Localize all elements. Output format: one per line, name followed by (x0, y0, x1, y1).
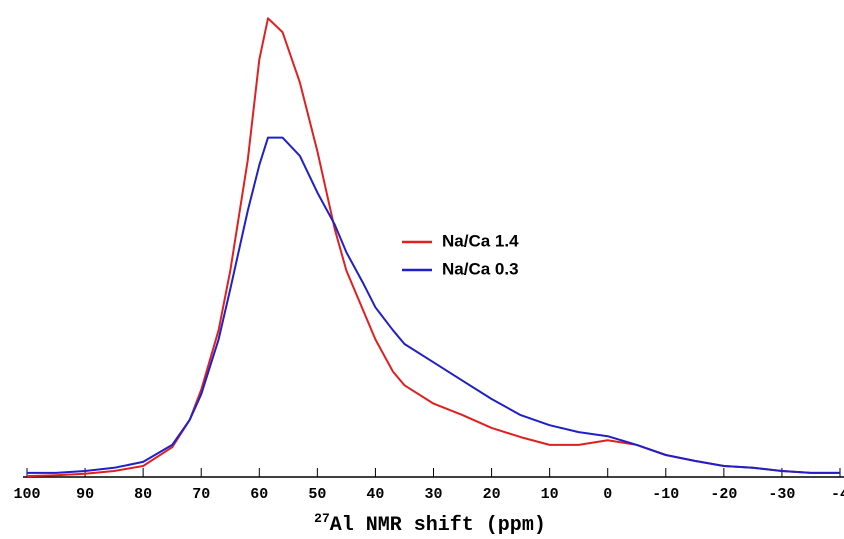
x-tick-label: -4 (831, 486, 844, 503)
data-line (26, 17, 840, 478)
x-tick-label: 40 (366, 486, 384, 503)
x-label-text: Al NMR shift (ppm) (330, 514, 546, 537)
legend-label: Na/Ca 0.3 (442, 259, 519, 278)
x-tick-label: 80 (134, 486, 152, 503)
x-tick-label: 30 (424, 486, 442, 503)
x-tick-label: 20 (483, 486, 501, 503)
x-tick-label: 10 (541, 486, 559, 503)
data-line (27, 136, 840, 474)
x-tick-label: 0 (603, 486, 612, 503)
x-tick-label: 90 (76, 486, 94, 503)
x-label-superscript: 27 (314, 511, 330, 526)
legend-label: Na/Ca 1.4 (442, 231, 519, 250)
x-tick-label: 100 (13, 486, 40, 503)
x-tick-label: 60 (250, 486, 268, 503)
x-axis-label: 27Al NMR shift (ppm) (314, 511, 546, 537)
x-tick-label: -20 (710, 486, 737, 503)
x-tick-label: 50 (308, 486, 326, 503)
x-tick-label: 70 (192, 486, 210, 503)
x-tick-label: -10 (652, 486, 679, 503)
x-tick-label: -30 (768, 486, 795, 503)
